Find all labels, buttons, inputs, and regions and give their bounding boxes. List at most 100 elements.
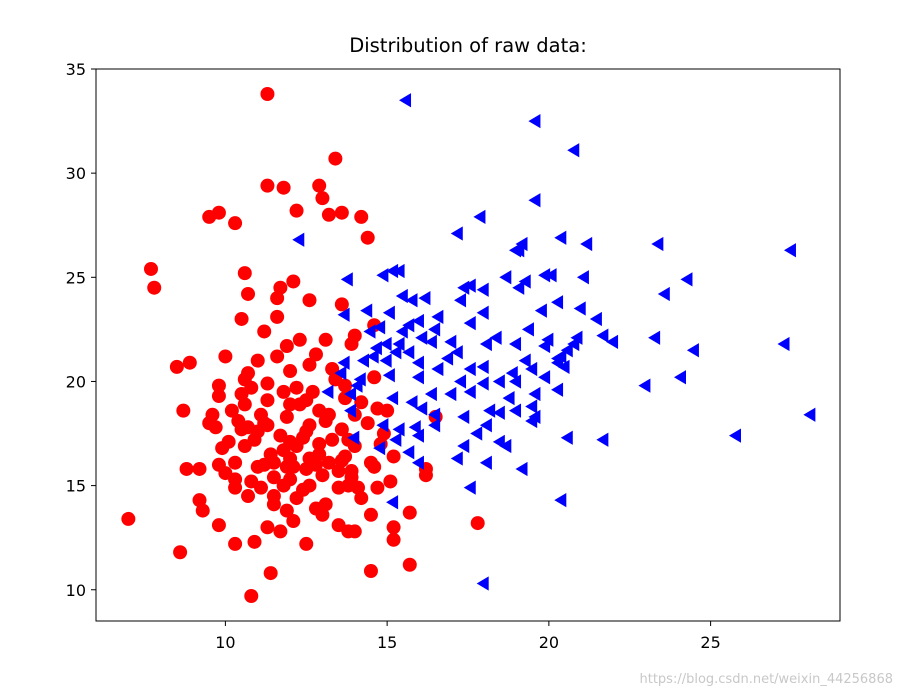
data-points xyxy=(121,86,816,604)
series-triangle-left xyxy=(292,93,816,591)
data-point-triangle xyxy=(651,236,664,252)
data-point-circle xyxy=(176,403,191,418)
data-point-triangle xyxy=(505,365,518,381)
data-point-circle xyxy=(354,209,369,224)
data-point-triangle xyxy=(344,403,357,418)
data-point-circle xyxy=(279,503,294,518)
data-point-triangle xyxy=(528,386,541,402)
data-point-triangle xyxy=(463,316,476,331)
data-point-triangle xyxy=(489,330,502,345)
data-point-triangle xyxy=(528,193,541,208)
data-point-circle xyxy=(334,205,349,220)
data-point-triangle xyxy=(673,370,686,385)
data-point-circle xyxy=(211,378,226,393)
data-point-triangle xyxy=(321,384,334,399)
data-point-circle xyxy=(302,478,317,493)
data-point-triangle xyxy=(570,330,583,345)
data-point-circle xyxy=(418,468,433,483)
data-point-triangle xyxy=(431,309,444,325)
data-point-triangle xyxy=(560,343,573,358)
data-point-triangle xyxy=(476,576,489,591)
data-point-circle xyxy=(305,384,320,399)
data-point-triangle xyxy=(728,428,741,443)
data-point-circle xyxy=(276,443,291,458)
data-point-circle xyxy=(169,359,184,374)
data-point-circle xyxy=(143,261,158,276)
data-point-triangle xyxy=(392,422,405,437)
data-point-triangle xyxy=(479,418,492,433)
data-point-circle xyxy=(218,349,233,364)
data-point-triangle xyxy=(411,313,424,329)
data-point-circle xyxy=(228,216,243,231)
data-point-circle xyxy=(338,378,353,393)
data-point-triangle xyxy=(424,334,437,350)
data-point-triangle xyxy=(499,438,512,454)
x-tick-label: 15 xyxy=(377,633,397,652)
data-point-circle xyxy=(325,432,340,447)
data-point-triangle xyxy=(450,345,463,360)
data-point-triangle xyxy=(476,282,489,297)
data-point-triangle xyxy=(382,305,395,320)
data-point-circle xyxy=(228,472,243,487)
data-point-circle xyxy=(237,266,252,281)
data-point-triangle xyxy=(463,361,476,377)
data-point-triangle xyxy=(525,361,538,377)
data-point-circle xyxy=(283,397,298,412)
data-point-triangle xyxy=(428,322,441,337)
data-point-triangle xyxy=(541,332,554,347)
data-point-circle xyxy=(260,178,275,193)
data-point-triangle xyxy=(538,268,551,283)
y-tick-label: 15 xyxy=(66,477,86,496)
data-point-circle xyxy=(211,205,226,220)
y-tick-label: 25 xyxy=(66,268,86,287)
data-point-triangle xyxy=(657,286,670,302)
data-point-circle xyxy=(224,403,239,418)
data-point-triangle xyxy=(560,430,573,445)
data-point-triangle xyxy=(783,243,796,258)
data-point-circle xyxy=(237,397,252,412)
data-point-circle xyxy=(244,474,259,489)
data-point-circle xyxy=(270,309,285,324)
data-point-circle xyxy=(402,505,417,520)
data-point-triangle xyxy=(777,336,790,352)
data-point-circle xyxy=(344,464,359,479)
data-point-triangle xyxy=(376,418,389,433)
data-point-circle xyxy=(363,455,378,470)
data-point-circle xyxy=(241,489,256,504)
data-point-triangle xyxy=(373,320,386,335)
data-point-circle xyxy=(179,461,194,476)
data-point-triangle xyxy=(415,330,428,345)
y-tick-label: 30 xyxy=(66,164,86,183)
data-point-triangle xyxy=(551,355,564,370)
data-point-triangle xyxy=(405,395,418,410)
data-point-triangle xyxy=(534,303,547,318)
data-point-circle xyxy=(470,516,485,531)
data-point-circle xyxy=(334,453,349,468)
data-point-circle xyxy=(334,422,349,437)
data-point-triangle xyxy=(538,370,551,385)
data-point-triangle xyxy=(473,209,486,225)
data-point-triangle xyxy=(444,334,457,350)
data-point-triangle xyxy=(418,291,431,306)
data-point-circle xyxy=(370,401,385,416)
data-point-circle xyxy=(386,449,401,464)
data-point-circle xyxy=(208,420,223,435)
data-point-triangle xyxy=(502,390,515,406)
x-tick-label: 20 xyxy=(539,633,559,652)
data-point-circle xyxy=(260,86,275,101)
data-point-circle xyxy=(386,520,401,535)
data-point-circle xyxy=(147,280,162,295)
data-point-triangle xyxy=(428,407,441,422)
data-point-circle xyxy=(276,384,291,399)
data-point-triangle xyxy=(589,311,602,327)
data-point-triangle xyxy=(509,374,522,389)
data-point-circle xyxy=(289,380,304,395)
data-point-triangle xyxy=(463,480,476,495)
data-point-triangle xyxy=(402,318,415,333)
data-point-triangle xyxy=(509,403,522,418)
data-point-circle xyxy=(283,364,298,379)
data-point-triangle xyxy=(492,405,505,420)
data-point-triangle xyxy=(392,263,405,279)
data-point-circle xyxy=(257,457,272,472)
data-point-circle xyxy=(386,532,401,547)
